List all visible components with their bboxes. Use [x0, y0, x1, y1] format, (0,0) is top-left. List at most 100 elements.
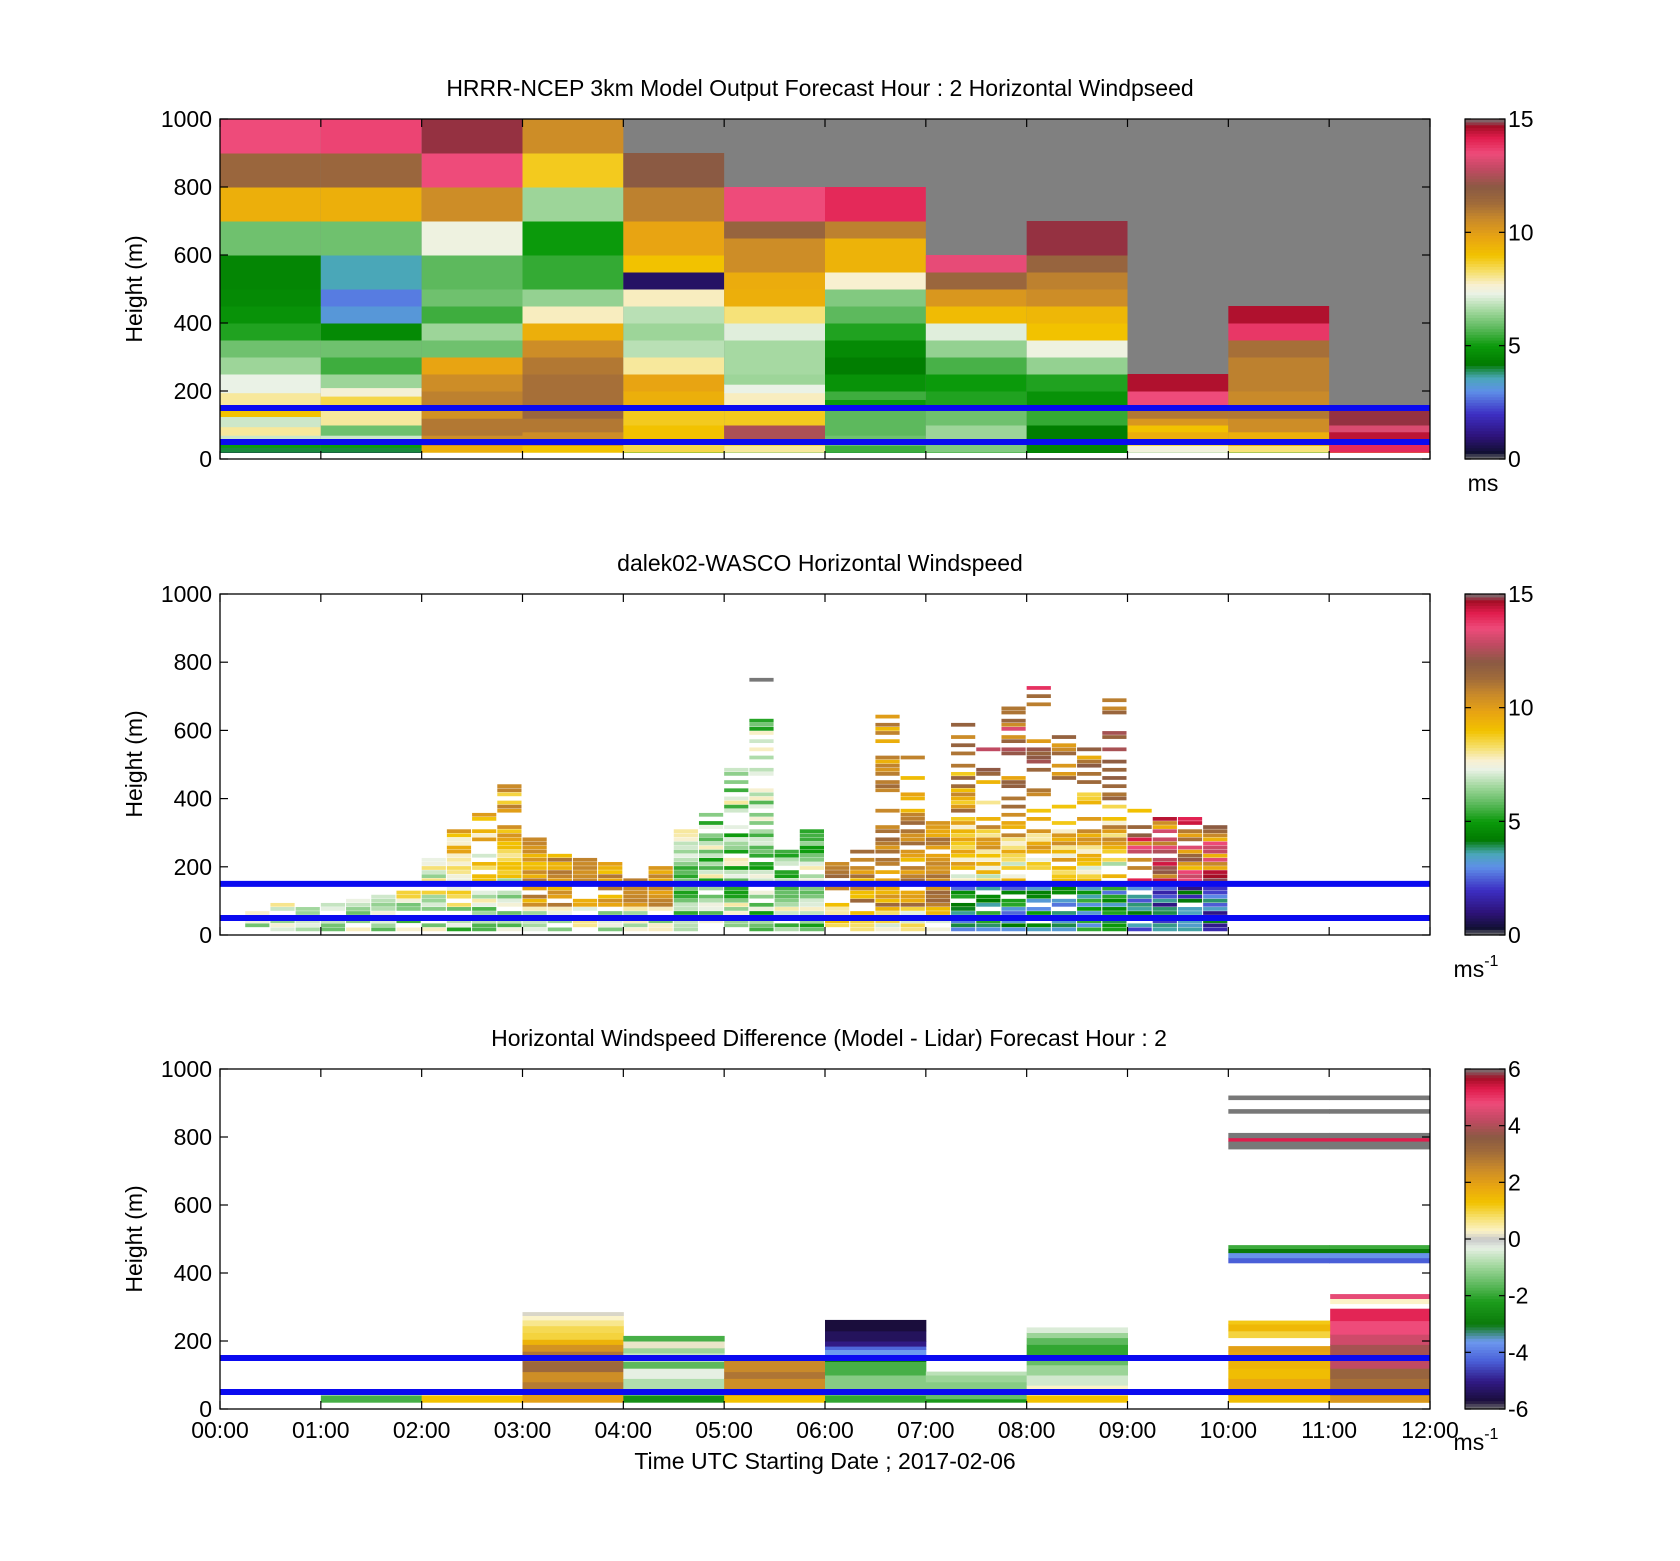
- colorbar-swatch: [1465, 1377, 1505, 1382]
- lidar-cell: [799, 923, 824, 928]
- lidar-cell: [925, 890, 951, 895]
- lidar-cell: [749, 755, 774, 760]
- lidar-cell: [1026, 857, 1051, 862]
- model-panel-title: HRRR-NCEP 3km Model Output Forecast Hour…: [446, 75, 1193, 101]
- x-tick-label: 03:00: [494, 1417, 552, 1443]
- lidar-cell: [951, 784, 976, 789]
- colorbar-swatch: [1465, 736, 1505, 740]
- colorbar-swatch: [1465, 291, 1505, 296]
- lidar-cell: [749, 866, 774, 870]
- lidar-cell: [698, 857, 724, 862]
- lidar-cell: [1001, 923, 1026, 928]
- lidar-cell: [446, 829, 472, 834]
- lidar-cell: [1077, 833, 1102, 838]
- lidar-cell: [1051, 878, 1077, 883]
- lidar-cell: [346, 898, 371, 903]
- lidar-cell: [472, 898, 497, 903]
- colorbar-swatch: [1465, 846, 1505, 851]
- model-cell: [724, 272, 826, 290]
- model-cell: [1026, 221, 1128, 256]
- colorbar-tick-label: 10: [1508, 695, 1534, 721]
- model-y-axis: 0 200 400 600 800 1000: [161, 106, 1430, 472]
- y-tick-label: 600: [174, 1192, 212, 1218]
- lidar-cell: [1001, 780, 1026, 784]
- lidar-cell: [522, 841, 547, 846]
- model-cell: [724, 323, 826, 341]
- y-tick-label: 400: [174, 1260, 212, 1286]
- colorbar-swatch: [1465, 226, 1505, 231]
- model-cell: [522, 418, 624, 433]
- model-cell: [320, 187, 423, 222]
- lidar-cell: [673, 862, 698, 866]
- colorbar-swatch: [1465, 1392, 1505, 1396]
- colorbar-swatch: [1465, 670, 1505, 675]
- lidar-cell: [900, 796, 925, 801]
- colorbar-tick-label: 5: [1508, 808, 1521, 834]
- lidar-cell: [1152, 821, 1177, 825]
- difference-cell: [623, 1341, 725, 1349]
- lidar-cell: [396, 927, 421, 932]
- lidar-cell: [749, 874, 774, 879]
- model-cell: [220, 340, 322, 358]
- colorbar-swatch: [1465, 863, 1505, 868]
- colorbar-swatch: [1465, 1329, 1505, 1334]
- lidar-cell: [1127, 825, 1152, 829]
- colorbar-swatch: [1465, 1341, 1505, 1345]
- lidar-cell: [1026, 923, 1051, 928]
- lidar-cell: [951, 927, 976, 932]
- lidar-cell: [673, 911, 698, 915]
- colorbar-swatch: [1465, 1139, 1505, 1144]
- lidar-cell: [522, 874, 547, 879]
- colorbar-swatch: [1465, 1077, 1505, 1081]
- colorbar-tick-label: -2: [1508, 1283, 1528, 1309]
- difference-cell: [623, 1378, 725, 1390]
- difference-cell: [1026, 1337, 1128, 1345]
- lidar-cell: [900, 919, 925, 924]
- lidar-cell: [1102, 817, 1127, 821]
- model-cell: [925, 408, 1028, 426]
- lidar-cell: [346, 927, 371, 932]
- colorbar-swatch: [1465, 1275, 1505, 1280]
- lidar-cell: [1102, 710, 1127, 715]
- colorbar-swatch: [1465, 391, 1505, 395]
- colorbar-swatch: [1465, 289, 1505, 293]
- lidar-cell: [1001, 776, 1026, 780]
- model-cell: [1329, 408, 1431, 426]
- lidar-cell: [1001, 845, 1026, 850]
- model-cell: [1026, 374, 1128, 392]
- difference-cell: [1228, 1141, 1330, 1150]
- lidar-cell: [472, 907, 497, 911]
- colorbar-swatch: [1465, 599, 1505, 604]
- lidar-cell: [623, 907, 648, 911]
- lidar-cell: [673, 833, 698, 838]
- colorbar-swatch: [1465, 809, 1505, 814]
- lidar-cell: [799, 829, 824, 834]
- lidar-cell: [724, 788, 749, 793]
- colorbar-swatch: [1465, 314, 1505, 318]
- lidar-cell: [749, 788, 774, 793]
- lidar-cell: [976, 833, 1001, 838]
- lidar-cell: [1001, 898, 1026, 903]
- model-cell: [925, 340, 1028, 358]
- model-cell: [220, 447, 322, 453]
- colorbar-swatch: [1465, 371, 1505, 375]
- lidar-cell: [1026, 837, 1051, 842]
- lidar-cell: [900, 911, 925, 915]
- difference-cell: [623, 1395, 725, 1403]
- lidar-cell: [598, 923, 623, 928]
- lidar-cell: [1077, 857, 1102, 862]
- lidar-cell: [472, 812, 497, 817]
- difference-colorbar: -6 -4 -2 0 2 4 6: [1464, 1056, 1529, 1422]
- lidar-cell: [1152, 866, 1177, 870]
- lidar-cell: [497, 878, 522, 883]
- lidar-cell: [698, 894, 724, 899]
- lidar-cell: [572, 866, 598, 870]
- lidar-cell: [1177, 857, 1203, 862]
- colorbar-swatch: [1465, 232, 1505, 236]
- colorbar-swatch: [1465, 368, 1505, 372]
- lidar-cell: [572, 857, 598, 862]
- lidar-cell: [976, 853, 1001, 858]
- lidar-cell: [698, 886, 724, 891]
- model-cell: [724, 221, 826, 239]
